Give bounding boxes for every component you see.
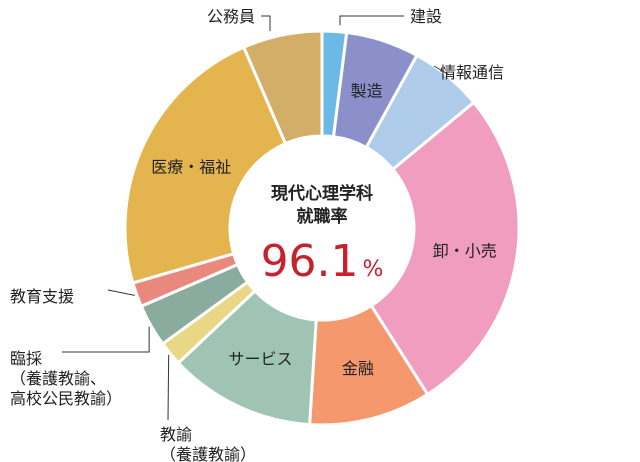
leader-line-0 (339, 15, 404, 26)
slice-label-7-line-1: （養護教諭、 (10, 369, 106, 388)
slice-label-8-line-0: 教育支援 (10, 287, 74, 306)
leader-lines (62, 15, 450, 421)
slice-9 (123, 45, 288, 285)
employment-rate-value: 96.1% (261, 236, 384, 287)
center-title-line2: 就職率 (297, 206, 348, 227)
center-title-line1: 現代心理学科 (271, 183, 373, 204)
slice-label-2-line-0: 情報通信 (440, 63, 504, 82)
slice-label-7-line-0: 臨採 (10, 349, 42, 368)
slice-label-0-line-0: 建設 (410, 7, 442, 26)
slice-label-10-line-0: 公務員 (207, 7, 255, 26)
leader-line-7 (62, 326, 150, 353)
slice-3 (369, 100, 521, 397)
leader-line-8 (107, 289, 135, 296)
rate-number: 96.1 (261, 236, 359, 287)
slice-label-6-line-0: 教諭 (160, 425, 192, 444)
slice-label-7-line-2: 高校公民教諭） (10, 389, 122, 408)
slice-label-5: サービス (228, 350, 292, 369)
leader-line-10 (261, 15, 271, 32)
donut-slices (123, 29, 521, 427)
rate-unit: % (363, 257, 384, 282)
slice-label-6-line-1: （養護教諭） (160, 445, 256, 462)
slice-label-4: 金融 (342, 359, 374, 378)
slice-10 (241, 29, 324, 146)
donut-hole (231, 137, 413, 319)
slice-label-1: 製造 (351, 82, 383, 101)
leader-line-6 (167, 354, 170, 421)
slice-label-3: 卸・小売 (433, 242, 497, 261)
slice-label-9: 医療・福祉 (151, 157, 231, 176)
leader-line-2 (433, 65, 450, 76)
